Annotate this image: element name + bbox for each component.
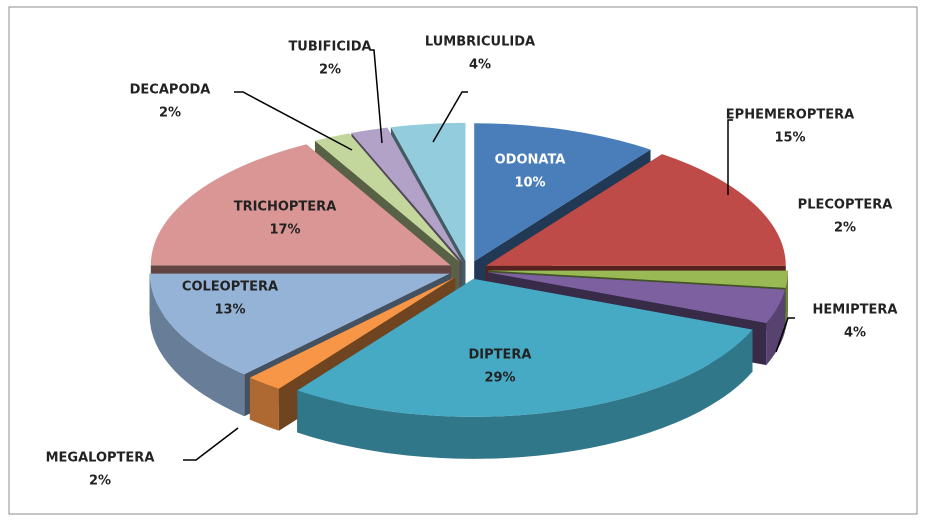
labels: ODONATA 10% EPHEMEROPTERA 15% PLECOPTERA 2% HE…: [46, 35, 898, 489]
value-label: 17%: [269, 223, 300, 238]
slice-label: DIPTERA: [469, 348, 532, 363]
slice-label: ODONATA: [495, 153, 566, 168]
value-label: 10%: [514, 176, 545, 191]
slice: [249, 277, 456, 389]
slice: [150, 144, 451, 266]
slice-side: [785, 270, 788, 330]
slices: [149, 122, 788, 459]
slice: [487, 272, 786, 324]
value-label: 4%: [469, 58, 491, 73]
slice-label: TUBIFICIDA: [288, 40, 371, 55]
slice: [297, 278, 753, 417]
slice-side: [766, 289, 786, 366]
slice-label: EPHEMEROPTERA: [726, 108, 854, 123]
slice-label: LUMBRICULIDA: [425, 35, 535, 50]
slice-label: MEGALOPTERA: [46, 451, 155, 466]
value-label: 15%: [774, 131, 805, 146]
slice: [390, 122, 466, 261]
slice-wall: [249, 277, 456, 420]
slice: [149, 273, 450, 375]
slice: [474, 123, 651, 262]
slice-label: HEMIPTERA: [813, 303, 898, 318]
slice-side: [149, 273, 245, 417]
slice: [351, 127, 462, 262]
slice-side: [297, 329, 753, 459]
value-label: 13%: [214, 303, 245, 318]
slice-label: DECAPODA: [130, 83, 211, 98]
slice-side: [249, 377, 279, 431]
slice-label: PLECOPTERA: [798, 198, 893, 213]
leader-line: [234, 91, 353, 151]
leader-line: [727, 119, 733, 195]
slice-label: TRICHOPTERA: [234, 200, 337, 215]
leader-line: [183, 427, 239, 461]
leader-line: [432, 91, 468, 143]
slice-label: COLEOPTERA: [182, 280, 278, 295]
slice: [314, 133, 460, 262]
leader-line: [370, 49, 383, 144]
value-label: 2%: [834, 221, 856, 236]
slice: [487, 270, 788, 288]
value-label: 29%: [484, 371, 515, 386]
slice: [485, 154, 786, 266]
value-label: 2%: [159, 106, 181, 121]
value-label: 4%: [844, 326, 866, 341]
value-label: 2%: [89, 474, 111, 489]
leader-line: [775, 317, 795, 353]
value-label: 2%: [319, 63, 341, 78]
